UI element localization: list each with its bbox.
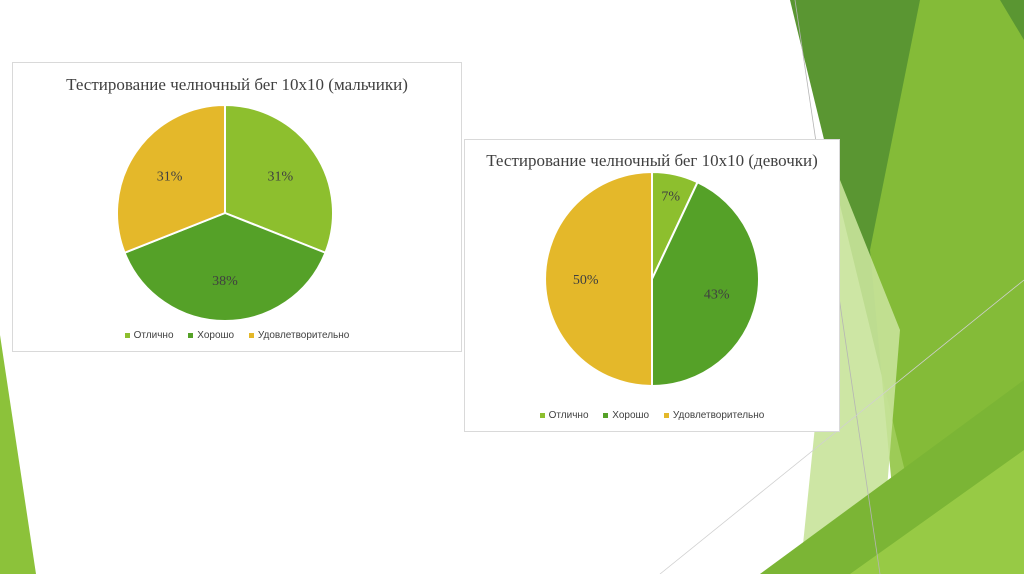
- legend-item-excellent: Отлично: [539, 410, 589, 421]
- legend-swatch: [188, 332, 194, 338]
- legend-swatch: [539, 412, 545, 418]
- chart-title: Тестирование челночный бег 10х10 (девочк…: [486, 151, 818, 170]
- data-label-excellent: 7%: [661, 189, 680, 204]
- pie-slice-satisfactory: [116, 103, 226, 255]
- chart-title: Тестирование челночный бег 10х10 (мальчи…: [66, 75, 408, 94]
- legend-swatch: [663, 412, 669, 418]
- legend: Отлично Хорошо Удовлетворительно: [465, 410, 839, 421]
- legend-label: Удовлетворительно: [257, 330, 350, 341]
- legend-label: Хорошо: [612, 410, 650, 421]
- legend-item-excellent: Отлично: [124, 330, 174, 341]
- data-label-excellent: 31%: [268, 169, 294, 184]
- pie-slice-good: [651, 180, 760, 388]
- legend-label: Отлично: [133, 330, 174, 341]
- legend-label: Хорошо: [197, 330, 235, 341]
- bottom-light-shape: [850, 450, 1024, 574]
- legend-item-satisfactory: Удовлетворительно: [248, 330, 350, 341]
- pie-slice-excellent: [224, 103, 334, 255]
- legend-item-satisfactory: Удовлетворительно: [663, 410, 765, 421]
- data-label-satisfactory: 31%: [157, 169, 183, 184]
- pie-boys: 31% 38% 31%: [116, 103, 334, 322]
- left-green-strip: [0, 335, 36, 574]
- legend-swatch: [603, 412, 609, 418]
- legend-label: Удовлетворительно: [672, 410, 765, 421]
- legend-item-good: Хорошо: [188, 330, 234, 341]
- pie-girls: 7% 43% 50%: [544, 170, 760, 388]
- right-pale-green-shape: [800, 180, 900, 574]
- data-label-satisfactory: 50%: [573, 273, 599, 288]
- data-label-good: 43%: [704, 287, 730, 302]
- legend: Отлично Хорошо Удовлетворительно: [13, 330, 461, 341]
- pie-slice-satisfactory: [544, 170, 653, 388]
- legend-swatch: [248, 332, 254, 338]
- chart-girls: Тестирование челночный бег 10х10 (девочк…: [464, 139, 840, 432]
- chart-boys: Тестирование челночный бег 10х10 (мальчи…: [12, 62, 462, 352]
- legend-label: Отлично: [548, 410, 589, 421]
- decor-line: [659, 279, 1024, 574]
- legend-swatch: [124, 332, 130, 338]
- data-label-good: 38%: [212, 274, 238, 289]
- legend-item-good: Хорошо: [603, 410, 649, 421]
- pie-slice-good: [123, 211, 327, 322]
